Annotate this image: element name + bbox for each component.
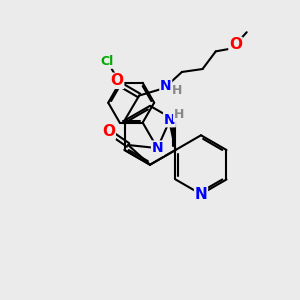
Text: N: N: [164, 113, 175, 127]
Text: O: O: [229, 38, 242, 52]
Text: N: N: [160, 79, 172, 93]
Text: H: H: [171, 84, 182, 97]
Text: H: H: [174, 108, 184, 121]
Text: O: O: [111, 73, 124, 88]
Text: N: N: [195, 187, 207, 202]
Text: N: N: [152, 141, 163, 155]
Text: O: O: [102, 124, 115, 139]
Text: Cl: Cl: [101, 55, 114, 68]
